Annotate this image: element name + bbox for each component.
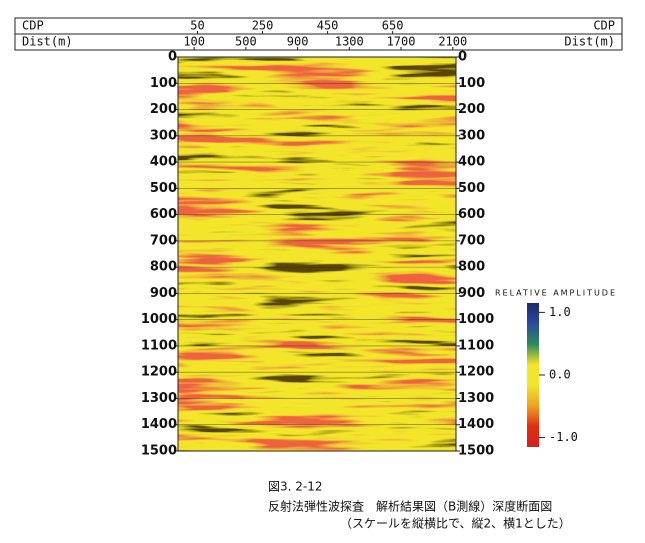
cdp-label: CDP	[593, 19, 615, 33]
y-tick-label: 200	[458, 102, 485, 117]
dist-tick-label: 500	[235, 35, 257, 49]
dist-tick-label: 100	[183, 35, 205, 49]
y-tick-label: 700	[150, 233, 177, 248]
dist-label: Dist(m)	[564, 35, 615, 49]
y-tick-label: 600	[150, 207, 177, 222]
dist-tick-label: 2100	[438, 35, 467, 49]
y-tick-label: 500	[458, 181, 485, 196]
y-tick-label: 500	[150, 181, 177, 196]
caption: （スケールを縦横比で、縦2、横1とした）	[340, 517, 571, 531]
y-tick-label: 1100	[458, 338, 494, 353]
cdp-tick-label: 450	[317, 19, 339, 33]
y-tick-label: 400	[458, 155, 485, 170]
y-tick-label: 1200	[458, 365, 494, 380]
seismic-image	[178, 57, 456, 451]
y-tick-label: 300	[150, 128, 177, 143]
y-tick-label: 1400	[458, 417, 494, 432]
y-tick-label: 900	[458, 286, 485, 301]
y-tick-label: 400	[150, 155, 177, 170]
header-box	[14, 33, 623, 51]
cdp-tick-label: 50	[190, 19, 204, 33]
colorbar-tick-label: 0.0	[549, 368, 571, 382]
y-tick-label: 1500	[458, 444, 494, 459]
cdp-tick-label: 650	[382, 19, 404, 33]
caption: 反射法弾性波探査 解析結果図（B測線）深度断面図	[268, 499, 552, 514]
y-tick-label: 1300	[458, 391, 494, 406]
colorbar-title: RELATIVE AMPLITUDE	[495, 289, 615, 298]
colorbar	[527, 303, 539, 447]
y-tick-label: 1000	[141, 312, 177, 327]
y-tick-label: 1400	[141, 417, 177, 432]
y-tick-label: 100	[150, 76, 177, 91]
dist-tick-label: 1300	[335, 35, 364, 49]
y-tick-label: 1500	[141, 444, 177, 459]
y-tick-label: 1200	[141, 365, 177, 380]
y-tick-label: 1000	[458, 312, 494, 327]
y-tick-label: 800	[458, 260, 485, 275]
cdp-label: CDP	[22, 19, 44, 33]
y-tick-label: 1300	[141, 391, 177, 406]
dist-tick-label: 1700	[387, 35, 416, 49]
y-tick-label: 100	[458, 76, 485, 91]
y-tick-label: 200	[150, 102, 177, 117]
cdp-tick-label: 250	[252, 19, 274, 33]
y-tick-label: 900	[150, 286, 177, 301]
y-tick-label: 800	[150, 260, 177, 275]
y-tick-label: 600	[458, 207, 485, 222]
y-tick-label: 300	[458, 128, 485, 143]
y-tick-label: 1100	[141, 338, 177, 353]
y-tick-label: 0	[458, 50, 467, 65]
dist-tick-label: 900	[287, 35, 309, 49]
y-tick-label: 700	[458, 233, 485, 248]
colorbar-tick-label: 1.0	[549, 305, 571, 319]
colorbar-tick-label: -1.0	[549, 430, 578, 444]
caption: 図3. 2-12	[268, 480, 323, 494]
dist-label: Dist(m)	[22, 35, 73, 49]
y-tick-label: 0	[168, 50, 177, 65]
